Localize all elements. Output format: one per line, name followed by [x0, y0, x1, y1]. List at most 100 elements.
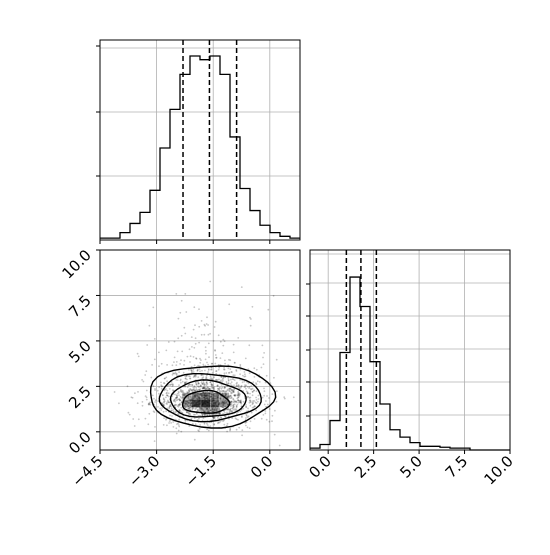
scatter-point — [221, 392, 224, 395]
x-tick-label: 0.0 — [247, 452, 277, 482]
scatter-point — [214, 362, 217, 365]
scatter-point — [241, 415, 243, 418]
scatter-point — [152, 385, 155, 388]
scatter-point — [160, 409, 163, 411]
scatter-point — [196, 409, 199, 412]
scatter-point — [223, 419, 225, 422]
scatter-point — [240, 399, 242, 402]
scatter-point — [172, 409, 175, 411]
scatter-point — [221, 406, 224, 408]
scatter-point — [248, 372, 251, 375]
scatter-point — [171, 409, 173, 412]
scatter-point — [175, 396, 178, 399]
scatter-point — [147, 403, 150, 406]
scatter-point — [219, 380, 222, 383]
scatter-point — [186, 403, 189, 406]
scatter-point — [222, 389, 225, 392]
scatter-point — [180, 359, 182, 362]
scatter-point — [207, 409, 210, 412]
scatter-point — [199, 410, 202, 413]
scatter-point — [193, 396, 196, 398]
scatter-point — [191, 371, 193, 374]
scatter-point — [228, 411, 231, 413]
scatter-point — [235, 400, 238, 403]
scatter-point — [153, 411, 156, 414]
scatter-point — [136, 402, 139, 405]
scatter-point — [236, 397, 239, 400]
scatter-point — [198, 325, 201, 328]
scatter-point — [224, 386, 226, 388]
scatter-point — [251, 394, 254, 397]
scatter-point — [242, 400, 245, 403]
scatter-point — [174, 371, 177, 374]
scatter-point — [193, 388, 196, 390]
scatter-point — [231, 392, 234, 394]
scatter-point — [235, 418, 238, 421]
scatter-point — [216, 416, 219, 419]
scatter-point — [172, 426, 175, 428]
scatter-point — [278, 444, 281, 447]
scatter-point — [160, 381, 162, 384]
scatter-point — [209, 381, 212, 384]
scatter-point — [189, 377, 192, 380]
scatter-point — [204, 324, 207, 327]
scatter-point — [249, 420, 252, 423]
scatter-point — [226, 396, 229, 398]
scatter-point — [229, 397, 231, 399]
scatter-point — [186, 392, 189, 394]
scatter-point — [235, 408, 238, 411]
scatter-point — [178, 398, 181, 401]
scatter-point — [217, 421, 220, 423]
scatter-point — [128, 413, 131, 416]
scatter-point — [240, 386, 242, 389]
scatter-point — [188, 398, 191, 401]
scatter-point — [170, 409, 173, 412]
scatter-point — [199, 407, 201, 409]
scatter-point — [235, 404, 238, 407]
scatter-point — [252, 400, 254, 402]
scatter-point — [254, 401, 257, 404]
scatter-point — [186, 391, 189, 393]
scatter-point — [192, 328, 195, 331]
scatter-point — [205, 352, 207, 355]
scatter-point — [216, 396, 219, 399]
scatter-point — [190, 399, 192, 401]
scatter-point — [201, 382, 204, 385]
scatter-point — [237, 411, 239, 414]
scatter-point — [148, 324, 151, 327]
scatter-point — [179, 410, 182, 412]
scatter-point — [233, 384, 235, 387]
scatter-point — [224, 392, 226, 395]
scatter-point — [227, 395, 230, 398]
scatter-point — [230, 410, 233, 413]
scatter-point — [255, 402, 258, 404]
scatter-point — [246, 426, 249, 429]
scatter-point — [232, 404, 235, 407]
scatter-point — [222, 406, 224, 409]
scatter-point — [245, 413, 248, 416]
scatter-point — [215, 378, 218, 381]
scatter-point — [199, 384, 202, 387]
scatter-point — [214, 407, 216, 410]
scatter-point — [192, 371, 195, 373]
scatter-point — [239, 368, 242, 371]
scatter-point — [196, 409, 199, 411]
scatter-point — [179, 399, 181, 402]
scatter-point — [214, 416, 216, 419]
scatter-point — [184, 381, 187, 383]
scatter-point — [217, 368, 220, 371]
scatter-point — [166, 380, 169, 383]
y-tick-label: 5.0 — [65, 337, 95, 367]
scatter-point — [186, 402, 188, 404]
scatter-point — [197, 392, 200, 395]
scatter-point — [220, 376, 223, 378]
scatter-point — [161, 394, 164, 396]
scatter-point — [213, 423, 216, 425]
scatter-point — [190, 336, 193, 338]
scatter-point — [187, 405, 190, 408]
density-cell — [182, 400, 192, 408]
scatter-point — [168, 388, 171, 390]
scatter-point — [265, 418, 268, 421]
scatter-point — [186, 411, 188, 414]
scatter-point — [174, 393, 176, 396]
